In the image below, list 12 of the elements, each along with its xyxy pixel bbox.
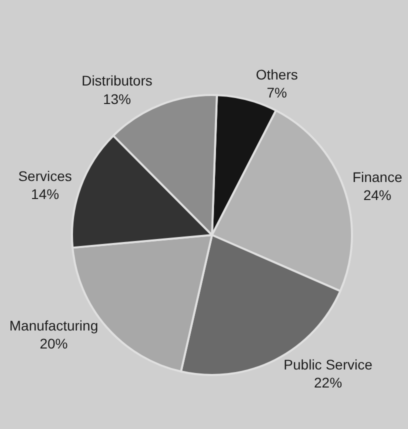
data-label: 14% <box>31 186 60 202</box>
slice-label: Public Service <box>284 356 373 372</box>
slice-label: Distributors <box>82 72 152 89</box>
data-label: 13% <box>102 90 131 107</box>
slice-label: Manufacturing <box>9 318 98 334</box>
data-label: 22% <box>314 374 342 391</box>
data-label: 20% <box>40 336 68 352</box>
slice-label: Others <box>256 66 298 82</box>
slice-label: Services <box>18 168 72 184</box>
slice-label: Finance <box>352 169 402 186</box>
data-label: 24% <box>363 187 392 204</box>
data-label: 7% <box>266 84 287 101</box>
